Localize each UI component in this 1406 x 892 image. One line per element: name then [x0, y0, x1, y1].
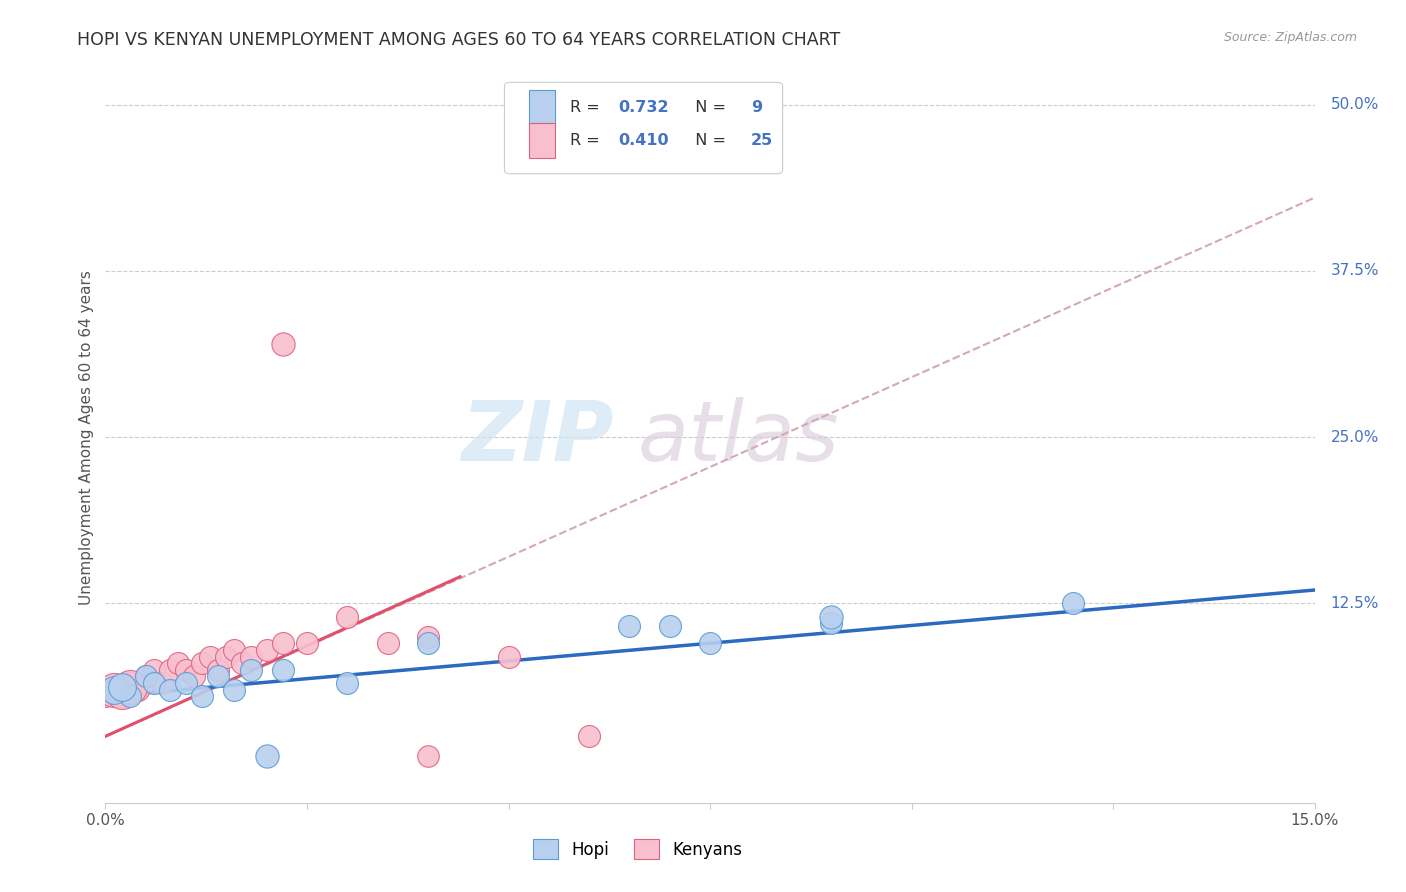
Point	[295, 636, 318, 650]
Point	[118, 680, 141, 694]
Point	[820, 616, 842, 631]
Point	[110, 680, 132, 694]
FancyBboxPatch shape	[505, 82, 783, 174]
Point	[336, 609, 359, 624]
FancyBboxPatch shape	[529, 90, 555, 126]
Text: ZIP: ZIP	[461, 397, 613, 477]
Text: 9: 9	[751, 101, 762, 115]
Point	[103, 682, 125, 697]
Text: Source: ZipAtlas.com: Source: ZipAtlas.com	[1223, 31, 1357, 45]
Point	[118, 690, 141, 704]
Point	[271, 636, 294, 650]
Text: HOPI VS KENYAN UNEMPLOYMENT AMONG AGES 60 TO 64 YEARS CORRELATION CHART: HOPI VS KENYAN UNEMPLOYMENT AMONG AGES 6…	[77, 31, 841, 49]
Text: N =: N =	[685, 101, 731, 115]
Point	[271, 337, 294, 351]
Point	[256, 643, 278, 657]
Point	[271, 663, 294, 677]
Text: R =: R =	[569, 133, 605, 148]
Point	[174, 676, 197, 690]
Text: atlas: atlas	[637, 397, 839, 477]
Text: 25: 25	[751, 133, 773, 148]
Legend: Hopi, Kenyans: Hopi, Kenyans	[524, 830, 751, 868]
Point	[103, 682, 125, 697]
Point	[224, 643, 246, 657]
Point	[416, 749, 439, 764]
Point	[127, 682, 149, 697]
Point	[498, 649, 520, 664]
Point	[256, 749, 278, 764]
Point	[174, 663, 197, 677]
Point	[103, 682, 125, 697]
Point	[215, 649, 238, 664]
Point	[619, 619, 641, 633]
Point	[239, 663, 262, 677]
Point	[135, 669, 157, 683]
Point	[820, 609, 842, 624]
Text: 12.5%: 12.5%	[1330, 596, 1379, 611]
Point	[224, 682, 246, 697]
Point	[118, 676, 141, 690]
Point	[578, 729, 600, 743]
Point	[150, 676, 173, 690]
Point	[159, 682, 181, 697]
Point	[200, 649, 222, 664]
Text: 0.410: 0.410	[619, 133, 669, 148]
Point	[239, 649, 262, 664]
Point	[699, 636, 721, 650]
Point	[191, 690, 214, 704]
Point	[167, 656, 190, 670]
Text: 0.732: 0.732	[619, 101, 669, 115]
Text: 37.5%: 37.5%	[1330, 263, 1379, 278]
Point	[142, 663, 165, 677]
Point	[416, 630, 439, 644]
Point	[191, 656, 214, 670]
Point	[183, 669, 205, 683]
Point	[336, 676, 359, 690]
Point	[94, 690, 117, 704]
Text: 50.0%: 50.0%	[1330, 97, 1379, 112]
Point	[207, 663, 229, 677]
Point	[110, 685, 132, 699]
Point	[231, 656, 253, 670]
Text: N =: N =	[685, 133, 731, 148]
Point	[377, 636, 399, 650]
Point	[135, 669, 157, 683]
Text: R =: R =	[569, 101, 605, 115]
Point	[658, 619, 681, 633]
Text: 25.0%: 25.0%	[1330, 430, 1379, 444]
Point	[110, 690, 132, 704]
Point	[207, 669, 229, 683]
FancyBboxPatch shape	[529, 123, 555, 159]
Point	[416, 636, 439, 650]
Y-axis label: Unemployment Among Ages 60 to 64 years: Unemployment Among Ages 60 to 64 years	[79, 269, 94, 605]
Point	[142, 676, 165, 690]
Point	[103, 682, 125, 697]
Point	[159, 663, 181, 677]
Point	[1062, 596, 1084, 610]
